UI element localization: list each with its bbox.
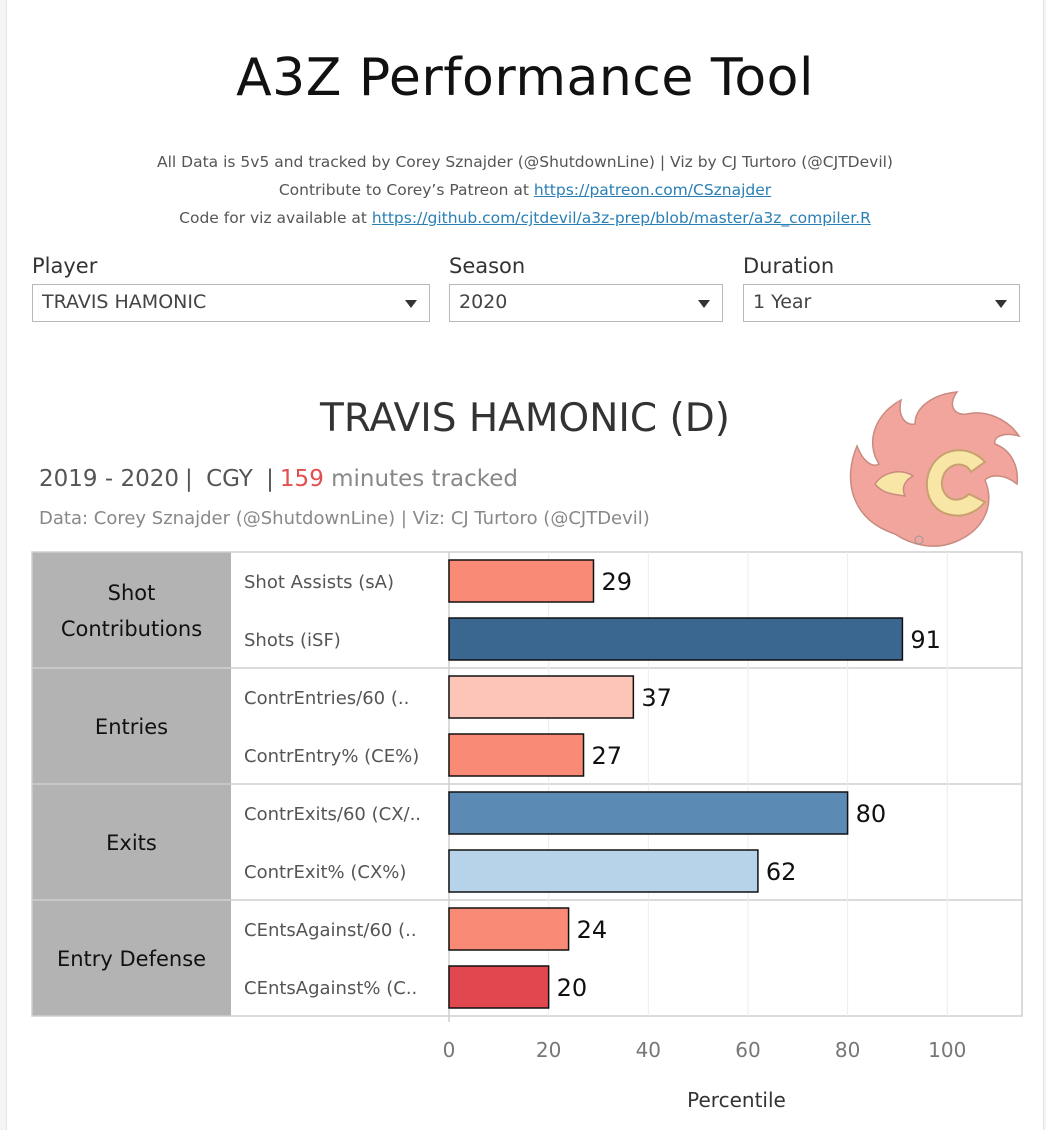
patreon-prefix: Contribute to Corey’s Patreon at <box>278 181 534 199</box>
chevron-down-icon <box>698 300 710 308</box>
value-label: 91 <box>910 626 941 654</box>
category-label: Exits <box>106 831 157 855</box>
x-tick-label: 80 <box>835 1038 860 1062</box>
bar <box>448 617 904 661</box>
player-heading: TRAVIS HAMONIC (D) <box>320 396 730 441</box>
metric-label: CEntsAgainst/60 (.. <box>244 920 417 941</box>
team-code: CGY <box>206 466 253 492</box>
bar <box>448 675 635 719</box>
dashboard-page: A3Z Performance Tool All Data is 5v5 and… <box>6 0 1044 1130</box>
category-label: Entries <box>95 715 168 739</box>
x-tick-label: 0 <box>443 1038 456 1062</box>
bar <box>448 733 585 777</box>
category-cell <box>32 900 231 1016</box>
season-filter: Season 2020 <box>449 254 723 322</box>
credits-block: All Data is 5v5 and tracked by Corey Szn… <box>7 148 1043 232</box>
calgary-flames-logo-icon <box>849 391 1021 547</box>
x-tick-label: 60 <box>735 1038 760 1062</box>
season-team-line: 2019 - 2020 | CGY | 159 minutes tracked <box>39 466 518 492</box>
category-cell <box>32 784 231 900</box>
x-tick-label: 40 <box>636 1038 661 1062</box>
category-cell <box>32 552 231 668</box>
value-label: 29 <box>601 568 632 596</box>
x-axis-title: Percentile <box>687 1088 786 1112</box>
category-label: Entry Defense <box>57 947 206 971</box>
season-dropdown[interactable]: 2020 <box>449 284 723 322</box>
player-filter-label: Player <box>32 254 98 278</box>
flame-face-shape <box>874 471 915 497</box>
category-label: Shot Contributions <box>61 581 202 641</box>
player-dropdown-value: TRAVIS HAMONIC <box>42 291 207 313</box>
data-credit: Data: Corey Sznajder (@ShutdownLine) | V… <box>39 508 650 529</box>
code-prefix: Code for viz available at <box>179 209 372 227</box>
chevron-down-icon <box>405 300 417 308</box>
duration-dropdown-value: 1 Year <box>753 291 812 313</box>
c-letter-shape <box>925 449 987 517</box>
chevron-down-icon <box>995 300 1007 308</box>
metric-label: ContrExit% (CX%) <box>244 862 406 883</box>
patreon-line: Contribute to Corey’s Patreon at https:/… <box>7 176 1043 204</box>
credit-line: All Data is 5v5 and tracked by Corey Szn… <box>157 153 893 171</box>
bar <box>448 965 550 1009</box>
value-label: 37 <box>641 684 672 712</box>
season-range: 2019 - 2020 <box>39 466 179 492</box>
metric-label: ContrExits/60 (CX/.. <box>244 804 421 825</box>
metric-label: Shot Assists (sA) <box>244 572 394 593</box>
patreon-link[interactable]: https://patreon.com/CSznajder <box>533 181 772 199</box>
separator: | <box>185 466 193 492</box>
bar <box>448 849 759 893</box>
x-tick-label: 100 <box>928 1038 966 1062</box>
duration-dropdown[interactable]: 1 Year <box>743 284 1020 322</box>
player-filter: Player TRAVIS HAMONIC <box>32 254 430 322</box>
metric-label: ContrEntries/60 (.. <box>244 688 409 709</box>
value-label: 80 <box>856 800 887 828</box>
percentile-chart: Shot Contributions Shot Assists (sA) 29 Shot… <box>31 551 1023 1112</box>
season-filter-label: Season <box>449 254 526 278</box>
page-title: A3Z Performance Tool <box>236 48 814 108</box>
code-line: Code for viz available at https://github… <box>7 204 1043 232</box>
bar <box>448 791 849 835</box>
duration-filter-label: Duration <box>743 254 835 278</box>
registered-mark <box>914 535 924 545</box>
value-label: 20 <box>557 974 588 1002</box>
metric-label: ContrEntry% (CE%) <box>244 746 419 767</box>
metric-label: Shots (iSF) <box>244 630 341 651</box>
minutes-tracked-value: 159 <box>279 466 324 492</box>
code-link[interactable]: https://github.com/cjtdevil/a3z-prep/blo… <box>371 209 871 227</box>
category-cell <box>32 668 231 784</box>
player-dropdown[interactable]: TRAVIS HAMONIC <box>32 284 430 322</box>
season-dropdown-value: 2020 <box>459 291 508 313</box>
duration-filter: Duration 1 Year <box>743 254 1020 322</box>
value-label: 27 <box>592 742 623 770</box>
bar <box>448 907 570 951</box>
metric-label: CEntsAgainst% (C.. <box>244 978 417 999</box>
value-label: 62 <box>766 858 797 886</box>
value-label: 24 <box>577 916 608 944</box>
bar <box>448 559 595 603</box>
x-tick-label: 20 <box>536 1038 561 1062</box>
minutes-tracked-label: minutes tracked <box>331 466 519 492</box>
separator: | <box>266 466 274 492</box>
